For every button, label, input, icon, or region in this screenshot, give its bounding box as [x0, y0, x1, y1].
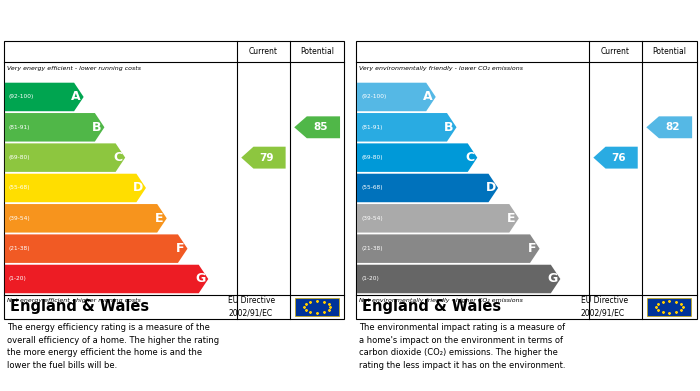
- Polygon shape: [5, 265, 209, 293]
- Text: (55-68): (55-68): [361, 185, 383, 190]
- Text: B: B: [444, 121, 454, 134]
- Text: (39-54): (39-54): [361, 216, 383, 221]
- Text: (81-91): (81-91): [361, 125, 383, 130]
- Text: G: G: [547, 273, 558, 285]
- Text: EU Directive
2002/91/EC: EU Directive 2002/91/EC: [228, 296, 276, 317]
- Text: E: E: [507, 212, 516, 225]
- Text: 85: 85: [314, 122, 328, 132]
- Text: The energy efficiency rating is a measure of the
overall efficiency of a home. T: The energy efficiency rating is a measur…: [7, 323, 219, 370]
- Polygon shape: [5, 234, 188, 263]
- Text: Potential: Potential: [652, 47, 686, 56]
- Text: Energy Efficiency Rating: Energy Efficiency Rating: [8, 16, 180, 29]
- Text: England & Wales: England & Wales: [363, 300, 501, 314]
- Text: Current: Current: [249, 47, 278, 56]
- Text: (81-91): (81-91): [9, 125, 31, 130]
- Text: Not environmentally friendly - higher CO₂ emissions: Not environmentally friendly - higher CO…: [359, 298, 523, 303]
- Text: Potential: Potential: [300, 47, 334, 56]
- Text: Environmental Impact (CO₂) Rating: Environmental Impact (CO₂) Rating: [360, 16, 607, 29]
- Text: The environmental impact rating is a measure of
a home's impact on the environme: The environmental impact rating is a mea…: [359, 323, 566, 370]
- Text: (69-80): (69-80): [9, 155, 31, 160]
- Text: C: C: [113, 151, 122, 164]
- Text: D: D: [133, 181, 144, 194]
- Text: G: G: [195, 273, 206, 285]
- Text: (92-100): (92-100): [9, 95, 34, 99]
- Polygon shape: [357, 234, 540, 263]
- Text: EU Directive
2002/91/EC: EU Directive 2002/91/EC: [580, 296, 628, 317]
- Polygon shape: [357, 174, 498, 202]
- Text: Very environmentally friendly - lower CO₂ emissions: Very environmentally friendly - lower CO…: [359, 66, 523, 71]
- Text: (69-80): (69-80): [361, 155, 383, 160]
- Text: B: B: [92, 121, 102, 134]
- Text: (21-38): (21-38): [9, 246, 31, 251]
- Text: Current: Current: [601, 47, 630, 56]
- Polygon shape: [357, 83, 435, 111]
- Polygon shape: [294, 117, 340, 138]
- Text: (21-38): (21-38): [361, 246, 383, 251]
- Polygon shape: [5, 143, 125, 172]
- Polygon shape: [5, 83, 83, 111]
- FancyBboxPatch shape: [647, 298, 692, 316]
- Text: (39-54): (39-54): [9, 216, 31, 221]
- Polygon shape: [357, 113, 456, 142]
- Text: England & Wales: England & Wales: [10, 300, 149, 314]
- Text: F: F: [176, 242, 184, 255]
- Text: F: F: [528, 242, 536, 255]
- Text: Very energy efficient - lower running costs: Very energy efficient - lower running co…: [7, 66, 141, 71]
- Polygon shape: [357, 265, 561, 293]
- Text: A: A: [424, 90, 433, 104]
- Polygon shape: [5, 174, 146, 202]
- Polygon shape: [357, 204, 519, 233]
- Polygon shape: [357, 143, 477, 172]
- Polygon shape: [5, 113, 104, 142]
- Text: A: A: [71, 90, 81, 104]
- Text: (1-20): (1-20): [9, 276, 27, 282]
- Polygon shape: [594, 147, 638, 169]
- Text: C: C: [466, 151, 475, 164]
- Text: 79: 79: [260, 152, 274, 163]
- Text: 82: 82: [666, 122, 680, 132]
- Text: (55-68): (55-68): [9, 185, 31, 190]
- Text: (1-20): (1-20): [361, 276, 379, 282]
- Polygon shape: [241, 147, 286, 169]
- FancyBboxPatch shape: [295, 298, 340, 316]
- Text: E: E: [155, 212, 164, 225]
- Text: 76: 76: [612, 152, 626, 163]
- Polygon shape: [646, 117, 692, 138]
- Text: (92-100): (92-100): [361, 95, 386, 99]
- Text: Not energy efficient - higher running costs: Not energy efficient - higher running co…: [7, 298, 141, 303]
- Text: D: D: [485, 181, 496, 194]
- Polygon shape: [5, 204, 167, 233]
